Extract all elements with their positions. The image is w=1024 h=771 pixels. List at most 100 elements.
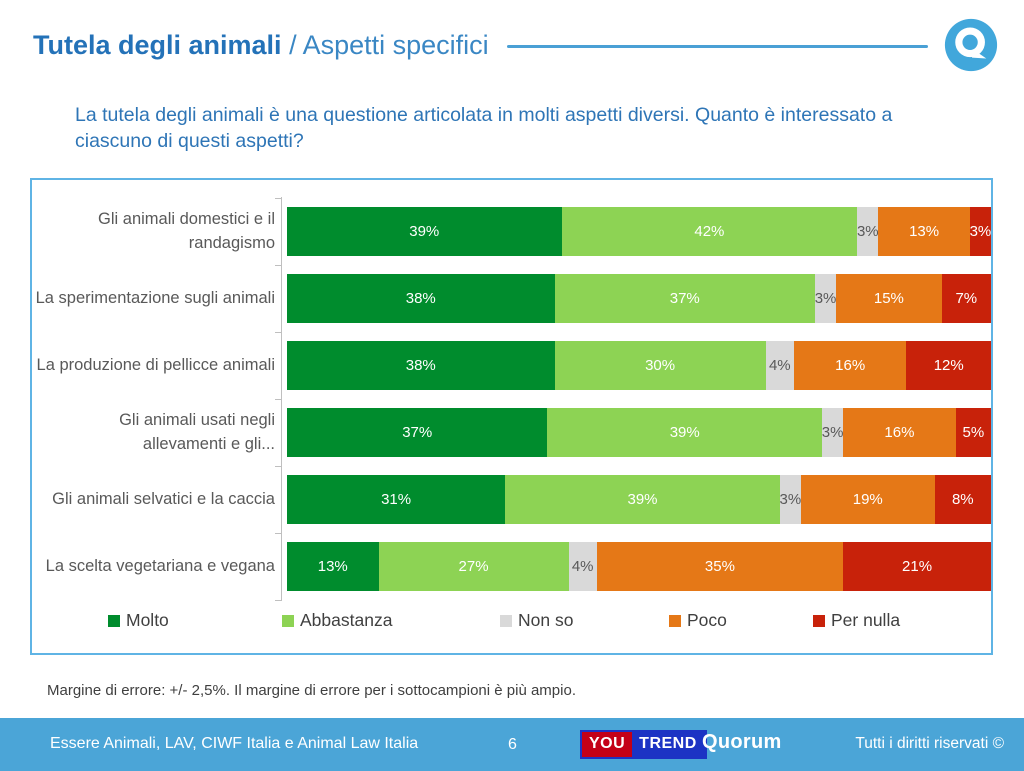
bar-value-label: 19%	[852, 491, 883, 508]
legend-label: Per nulla	[831, 610, 901, 630]
bar-segment-abbastanza: 27%	[378, 542, 569, 591]
bar-segment-per-nulla: 3%	[970, 207, 991, 256]
legend-swatch-molto	[108, 614, 120, 627]
bar-stack: 38% 30% 4% 16% 12%	[287, 341, 991, 390]
bar-value-label: 5%	[962, 424, 985, 441]
legend-swatch-abbastanza	[282, 614, 294, 627]
chart-legend: Molto Abbastanza Non so Poco Per nulla	[32, 610, 991, 640]
bar-segment-molto: 37%	[287, 408, 548, 457]
bar-value-label: 21%	[902, 558, 933, 575]
youtrend-logo-trend: TREND	[632, 732, 705, 757]
margin-of-error-note: Margine di errore: +/- 2,5%. Il margine …	[47, 682, 576, 699]
bar-value-label: 42%	[694, 223, 725, 240]
bar-segment-abbastanza: 42%	[561, 207, 858, 256]
bar-value-label: 27%	[458, 558, 489, 575]
category-label: Gli animali usati negli allevamenti e gl…	[119, 410, 275, 453]
legend-label: Molto	[126, 610, 169, 630]
bar-value-label: 16%	[884, 424, 915, 441]
bar-segment-per-nulla: 12%	[906, 341, 991, 390]
chart-row: Gli animali selvatici e la caccia 31% 39% 3…	[32, 466, 991, 533]
legend-label: Abbastanza	[300, 610, 393, 630]
legend-item-per-nulla: Per nulla	[813, 610, 900, 631]
footer-bar: Essere Animali, LAV, CIWF Italia e Anima…	[0, 718, 1024, 771]
legend-swatch-poco	[669, 614, 681, 627]
survey-question: La tutela degli animali è una questione …	[75, 104, 893, 152]
bar-segment-per-nulla: 21%	[843, 542, 991, 591]
bar-value-label: 13%	[909, 223, 940, 240]
chart-container: Gli animali domestici e il randagismo 39%…	[30, 178, 993, 655]
axis-tick	[275, 332, 282, 333]
bar-segment-abbastanza: 39%	[505, 475, 780, 524]
header-divider-line	[506, 44, 928, 48]
bar-value-label: 7%	[955, 290, 978, 307]
page-title: Tutela degli animali / Aspetti specifici	[33, 30, 489, 61]
bar-value-label: 15%	[873, 290, 904, 307]
bar-segment-non-so: 3%	[822, 408, 843, 457]
footer-source-text: Essere Animali, LAV, CIWF Italia e Anima…	[50, 735, 419, 752]
bar-segment-non-so: 4%	[568, 542, 597, 591]
quorum-wordmark: Quorum	[702, 731, 782, 753]
bar-value-label: 3%	[814, 290, 837, 307]
legend-item-abbastanza: Abbastanza	[282, 610, 392, 631]
bar-segment-per-nulla: 7%	[941, 274, 991, 323]
youtrend-logo-you: YOU	[582, 732, 633, 757]
category-label: La scelta vegetariana e vegana	[45, 556, 275, 575]
bar-value-label: 8%	[951, 491, 974, 508]
header: Tutela degli animali / Aspetti specifici	[33, 18, 998, 72]
bar-value-label: 3%	[969, 223, 992, 240]
bar-stack: 37% 39% 3% 16% 5%	[287, 408, 991, 457]
chart-rows: Gli animali domestici e il randagismo 39%…	[32, 198, 991, 600]
bar-value-label: 39%	[669, 424, 700, 441]
bar-value-label: 12%	[933, 357, 964, 374]
youtrend-logo: YOU TREND	[580, 730, 707, 759]
bar-segment-poco: 16%	[843, 408, 956, 457]
bar-segment-per-nulla: 8%	[934, 475, 991, 524]
bar-value-label: 39%	[627, 491, 658, 508]
bar-segment-poco: 13%	[878, 207, 970, 256]
bar-segment-non-so: 4%	[765, 341, 794, 390]
bar-value-label: 39%	[409, 223, 440, 240]
bar-segment-non-so: 3%	[815, 274, 836, 323]
chart-row: Gli animali domestici e il randagismo 39%…	[32, 198, 991, 265]
bar-stack: 38% 37% 3% 15% 7%	[287, 274, 991, 323]
legend-item-poco: Poco	[669, 610, 727, 631]
legend-label: Non so	[518, 610, 574, 630]
bar-value-label: 3%	[856, 223, 879, 240]
bar-value-label: 4%	[571, 558, 594, 575]
axis-tick	[275, 265, 282, 266]
bar-value-label: 16%	[835, 357, 866, 374]
legend-swatch-non-so	[500, 614, 512, 627]
bar-stack: 39% 42% 3% 13% 3%	[287, 207, 991, 256]
page-number: 6	[508, 736, 517, 753]
rights-reserved-text: Tutti i diritti riservati ©	[855, 735, 1004, 752]
quorum-circle-logo-icon	[944, 18, 998, 72]
bar-segment-molto: 38%	[287, 341, 555, 390]
category-label: Gli animali selvatici e la caccia	[52, 489, 275, 508]
bar-segment-molto: 39%	[287, 207, 562, 256]
bar-value-label: 3%	[821, 424, 844, 441]
page-title-separator: /	[281, 29, 303, 60]
axis-tick	[275, 600, 282, 601]
chart-plot-area: Gli animali domestici e il randagismo 39%…	[32, 180, 991, 601]
bar-segment-non-so: 3%	[856, 207, 879, 256]
legend-label: Poco	[687, 610, 727, 630]
bar-segment-molto: 13%	[287, 542, 379, 591]
bar-segment-abbastanza: 30%	[554, 341, 766, 390]
axis-tick	[275, 198, 282, 199]
bar-segment-poco: 19%	[800, 475, 935, 524]
legend-item-molto: Molto	[108, 610, 169, 631]
bar-segment-molto: 31%	[287, 475, 506, 524]
bar-value-label: 35%	[704, 558, 735, 575]
bar-segment-abbastanza: 37%	[554, 274, 815, 323]
chart-row: Gli animali usati negli allevamenti e gl…	[32, 399, 991, 466]
bar-segment-poco: 35%	[596, 542, 844, 591]
bar-value-label: 38%	[405, 290, 436, 307]
bar-segment-molto: 38%	[287, 274, 555, 323]
bar-segment-per-nulla: 5%	[955, 408, 991, 457]
bar-value-label: 38%	[405, 357, 436, 374]
chart-row: La scelta vegetariana e vegana 13% 27% 4% 35…	[32, 533, 991, 600]
category-label: Gli animali domestici e il randagismo	[98, 209, 275, 252]
chart-row: La produzione di pellicce animali 38% 30% 4…	[32, 332, 991, 399]
page-title-sub: Aspetti specifici	[302, 29, 489, 60]
bar-value-label: 13%	[317, 558, 348, 575]
